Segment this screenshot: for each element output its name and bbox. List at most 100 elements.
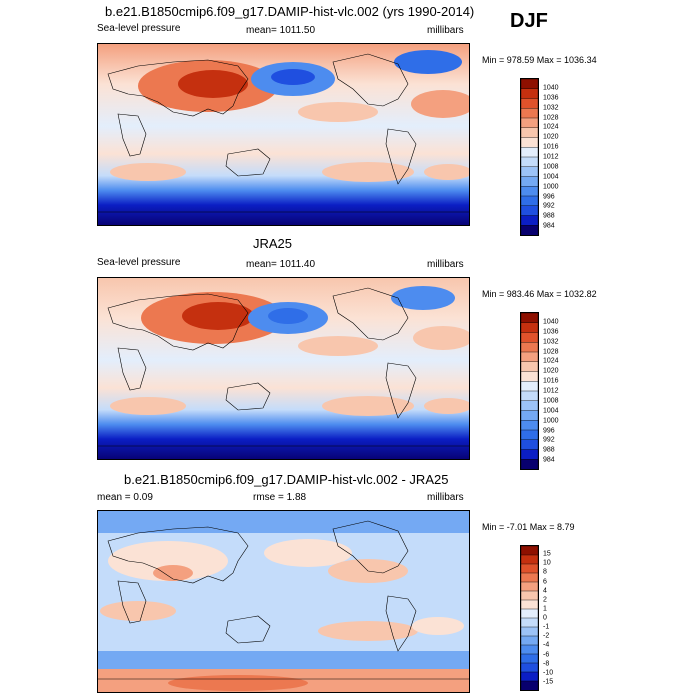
panel1-colorbar-tick-label: 996 [543,193,555,200]
panel3-colorbar-tick-label: -6 [543,651,550,658]
panel2-icelandic-low [391,286,455,310]
panel3-colorbar-ticks: 15 10 8 6 4 2 1 0 -1 -2 -4 -6 -8 -10 -15 [543,545,583,691]
panel2-colorbar-tick-label: 1004 [543,407,559,415]
panel2-colorbar-box [521,342,538,353]
panel3-colorbar [520,545,539,691]
panel1-south-pacific-high [322,162,414,182]
panel2-colorbar-tick-label: 1036 [543,328,559,336]
panel3-coastline-eurasia [107,526,249,584]
panel3-colorbar-svg [521,546,538,690]
panel1-coastline-eurasia [107,59,249,117]
panel1-colorbar-box [521,147,538,158]
panel3-colorbar-box [521,653,538,664]
panel3-colorbar-box [521,572,538,583]
panel2-colorbar-box [521,322,538,334]
panel3-satlantic-positive [412,617,464,635]
panel1-map [97,43,470,226]
panel1-colorbar-tick-label: 1020 [543,133,559,141]
panel1-colorbar-ticks: 1040 1036 1032 1028 1024 1020 1016 1012 1008 1004… [543,78,583,236]
panel3-colorbar-tick-label: 8 [543,568,547,576]
panel3-indian-positive [100,601,176,621]
panel1-colorbar-tick-label: 1012 [543,153,559,161]
panel1-coastline-africa [117,113,147,157]
panel1-azores-high [411,90,469,118]
panel2-colorbar-box [521,400,538,412]
panel1-colorbar-tick-label: 1024 [543,123,559,131]
panel1-colorbar-box [521,156,538,168]
panel2-coastline-eurasia [107,293,249,351]
panel3-colorbar-box [521,635,538,646]
panel1-coastline-south-america [385,128,417,185]
panel3-title: b.e21.B1850cmip6.f09_g17.DAMIP-hist-vlc.… [124,472,449,487]
panel2-coastline-australia [225,382,271,411]
panel3-coastline-australia [225,615,271,644]
panel1-coastline-australia [225,148,271,177]
panel2-colorbar-box [521,449,538,460]
panel3-colorbar-tick-label: 6 [543,578,547,585]
panel1-colorbar-box [521,98,538,109]
panel3-spacific-positive [318,621,418,641]
panel1-colorbar-box [521,176,538,187]
panel2-colorbar-tick-label: 1024 [543,357,559,365]
panel3-colorbar-box [521,581,538,592]
panel1-colorbar-tick-label: 992 [543,202,555,210]
panel1-siberian-high-core [178,70,248,98]
panel2-colorbar-ticks: 1040 1036 1032 1028 1024 1020 1016 1012 1008 1004… [543,312,583,470]
panel1-variable-label: Sea-level pressure [97,23,181,34]
panel3-colorbar-box [521,608,538,619]
panel1-colorbar-box [521,79,538,90]
panel2-colorbar-box [521,429,538,441]
panel3-eurasia-positive [108,541,228,581]
panel3-colorbar-tick-label: -4 [543,641,550,649]
season-label: DJF [510,10,548,32]
panel1-colorbar-tick-label: 1004 [543,173,559,181]
panel2-colorbar-tick-label: 1028 [543,348,559,355]
panel1-minmax: Min = 978.59 Max = 1036.34 [482,55,597,65]
panel1-colorbar-box [521,225,538,235]
panel1-south-atlantic-high [424,164,469,180]
panel3-colorbar-box [521,546,538,556]
panel3-coastline-north-america [332,520,409,574]
panel3-colorbar-tick-label: -2 [543,632,550,640]
panel3-colorbar-tick-label: -1 [543,623,550,631]
panel2-title: JRA25 [253,236,293,251]
panel1-mean-label: mean= 1011.50 [246,25,316,36]
panel3-mean-label: mean = 0.09 [97,492,153,503]
panel2-mean-label: mean= 1011.40 [246,259,316,270]
panel2-colorbar-tick-label: 988 [543,446,555,454]
panel2-colorbar-tick-label: 984 [543,456,555,464]
panel2-pacific-high [298,336,378,356]
panel1-colorbar-box [521,117,538,129]
panel3-colorbar-box [521,599,538,610]
panel3-colorbar-tick-label: 1 [543,605,547,613]
panel3-tibet-positive [153,565,193,581]
panel2-siberian-high-core [182,302,254,330]
panel1-colorbar-tick-label: 1040 [543,84,559,92]
panel3-map-svg [98,511,469,692]
panel3-colorbar-tick-label: -10 [543,669,554,677]
panel2-colorbar-tick-label: 1016 [543,377,559,385]
panel2-colorbar-tick-label: 1008 [543,397,559,405]
panel1-colorbar-box [521,205,538,217]
panel3-colorbar-box [521,644,538,655]
panel3-colorbar-box [521,662,538,673]
panel1-colorbar-tick-label: 1028 [543,114,559,121]
panel2-colorbar-tick-label: 1040 [543,318,559,326]
panel3-colorbar-box [521,680,538,690]
panel1-colorbar-tick-label: 1036 [543,94,559,102]
panel3-southern-ocean-band [98,651,469,669]
panel2-colorbar-svg [521,313,538,469]
panel1-pacific-high [298,102,378,122]
panel3-colorbar-box [521,563,538,574]
panel2-colorbar-box [521,332,538,343]
panel3-colorbar-box [521,617,538,628]
panel2-units-label: millibars [427,259,464,270]
panel3-colorbar-box [521,671,538,682]
panel2-colorbar-box [521,381,538,392]
panel2-minmax: Min = 983.46 Max = 1032.82 [482,289,597,299]
panel3-coastline-africa [117,580,147,624]
panel3-coastline-south-america [385,595,417,652]
panel2-colorbar-box [521,313,538,324]
panel2-colorbar-tick-label: 996 [543,427,555,434]
panel3-pacific-positive [264,539,352,567]
